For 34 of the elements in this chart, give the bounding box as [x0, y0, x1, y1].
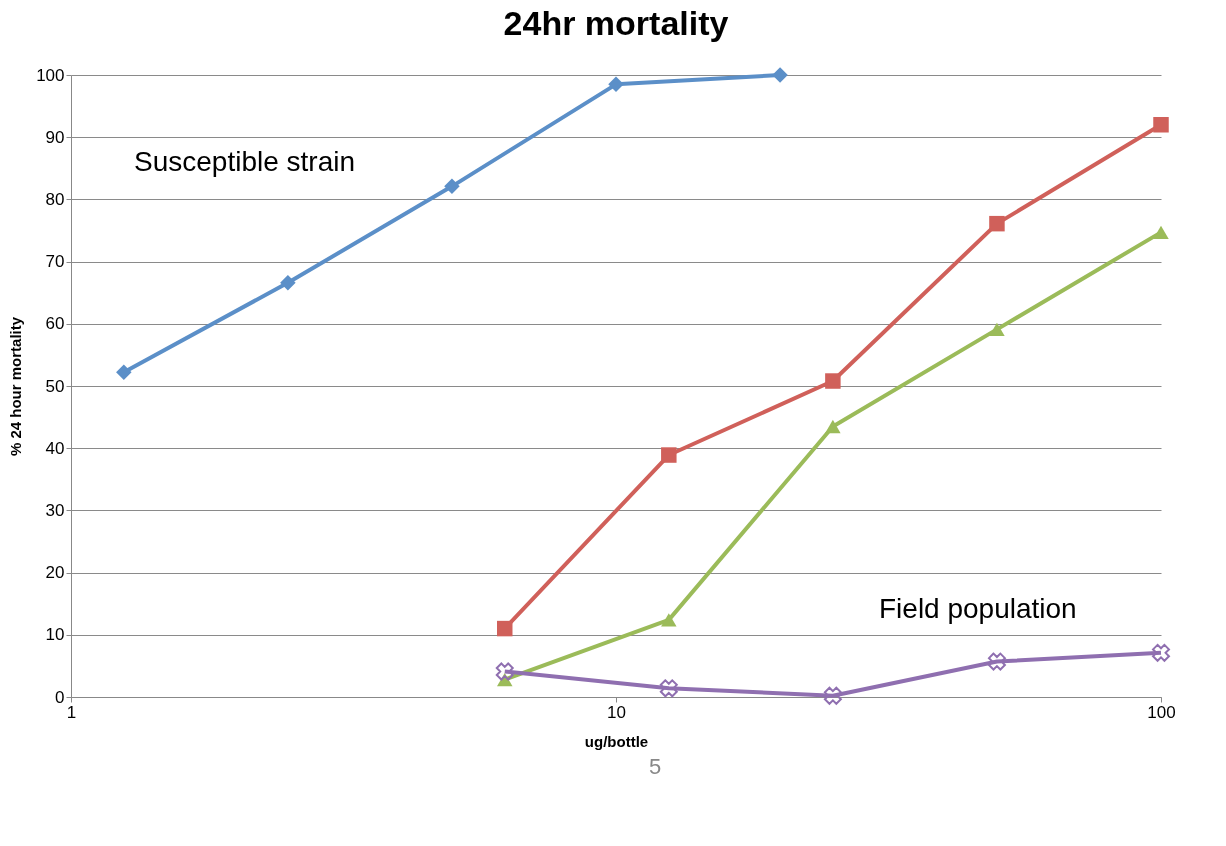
x-tick-label: 1: [66, 702, 77, 722]
y-tick-label: 40: [45, 438, 65, 458]
point: [659, 679, 678, 698]
y-tick-label: 0: [55, 687, 65, 707]
point: [661, 613, 677, 627]
y-tick-label: 10: [45, 625, 65, 645]
y-axis-title: % 24 hour mortality: [7, 316, 25, 457]
point: [989, 215, 1005, 232]
annotation: Field population: [879, 593, 1077, 624]
text: 5: [647, 754, 663, 780]
y-tick-label: 80: [45, 189, 65, 209]
y-tick-label: 100: [36, 65, 65, 85]
y-tick-label: 90: [45, 127, 65, 147]
point: [825, 419, 841, 434]
point: [823, 686, 842, 705]
point: [497, 620, 513, 637]
y-tick-label: 70: [45, 252, 65, 272]
point: [661, 447, 677, 463]
x-tick-label: 10: [607, 702, 626, 722]
point: [989, 322, 1005, 337]
point: [1153, 225, 1169, 240]
y-tick-label: 30: [45, 500, 65, 520]
point: [1152, 643, 1170, 662]
x-axis-title: ug/bottle: [584, 732, 649, 750]
x-tick-label: 100: [1147, 702, 1176, 722]
y-tick-label: 60: [45, 314, 65, 334]
y-tick-label: 20: [45, 563, 65, 583]
point: [495, 662, 514, 681]
point: [987, 652, 1006, 671]
point: [825, 373, 841, 389]
chart-title: 24hr mortality: [503, 4, 729, 42]
point: [1153, 117, 1169, 133]
annotation: Susceptible strain: [134, 146, 356, 177]
y-tick-label: 50: [45, 376, 65, 396]
